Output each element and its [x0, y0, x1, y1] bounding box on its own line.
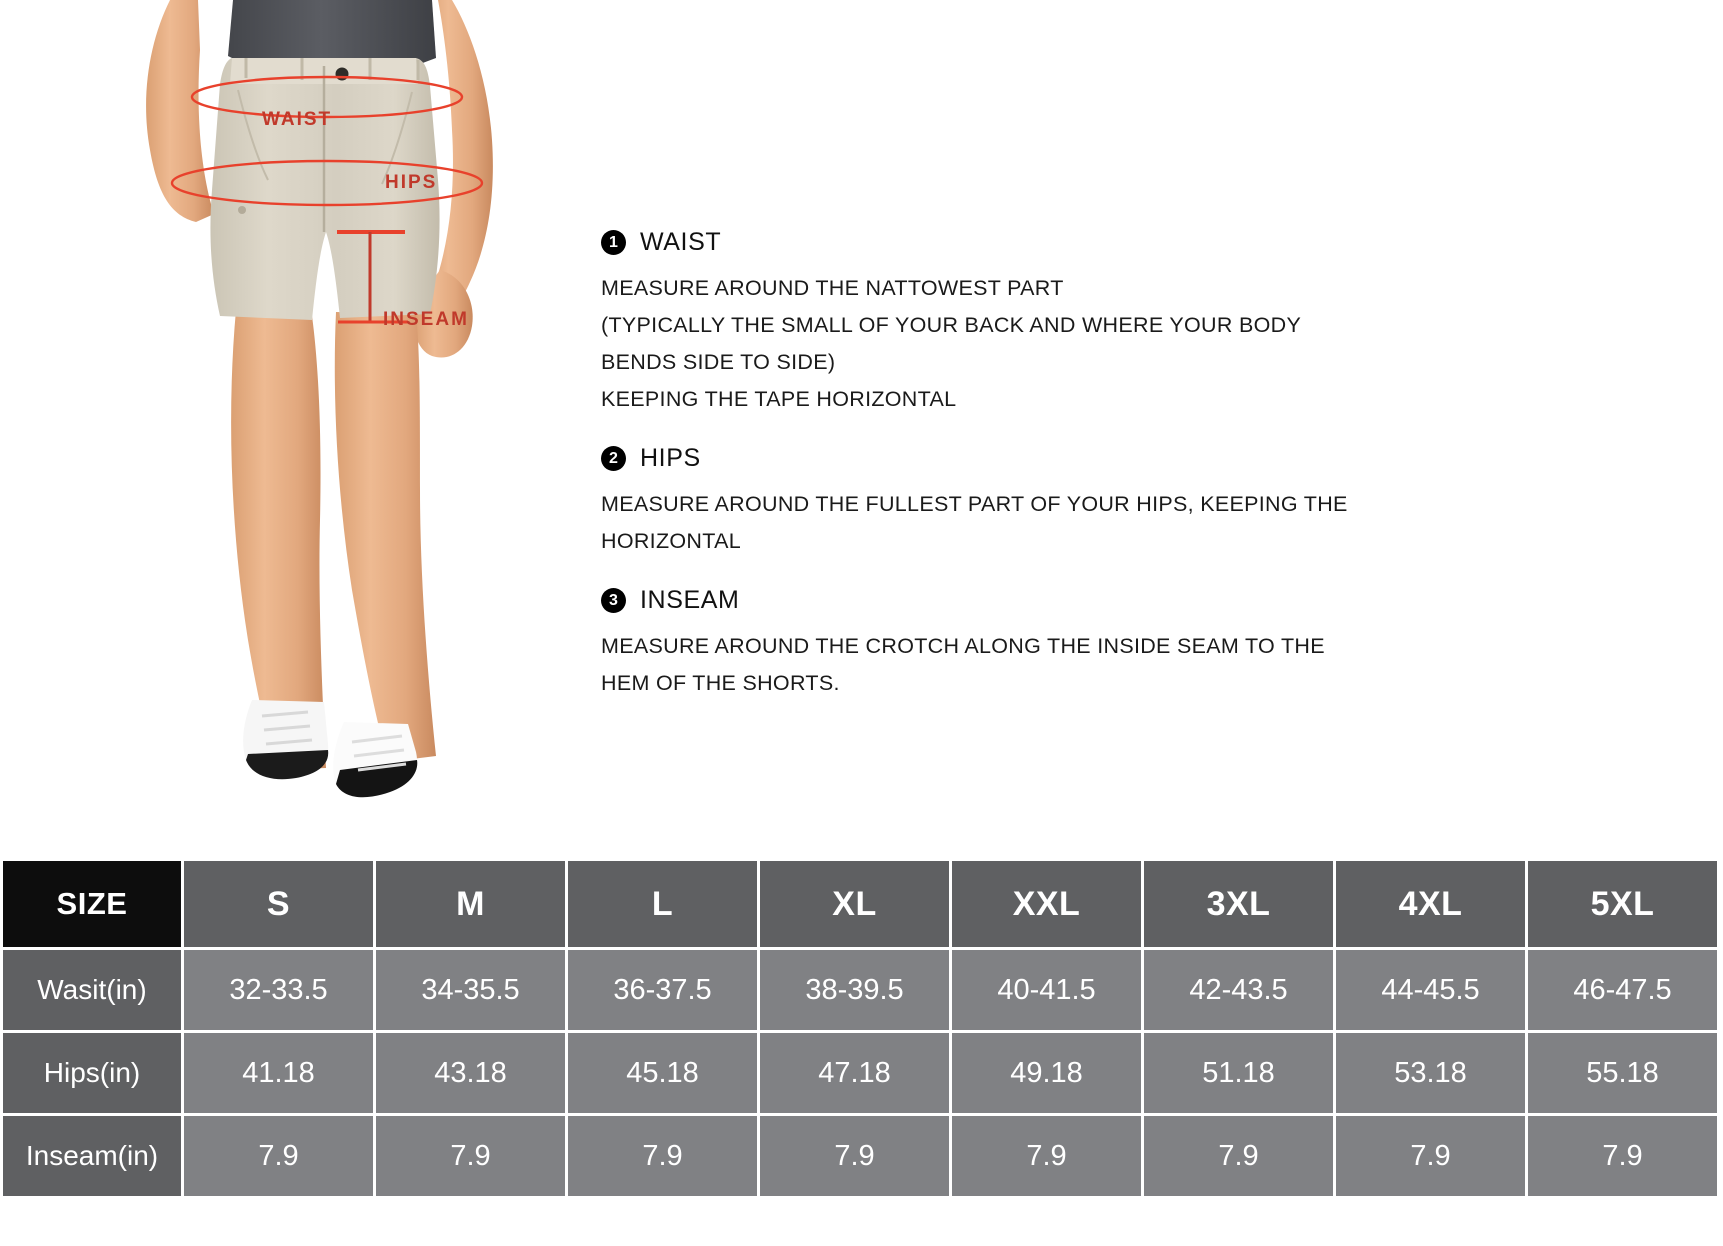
column-header-xxl: XXL: [952, 861, 1141, 947]
number-badge-3: 3: [601, 588, 626, 613]
column-header-xl: XL: [760, 861, 949, 947]
column-header-5xl: 5XL: [1528, 861, 1717, 947]
instruction-line: MEASURE AROUND THE NATTOWEST PART: [601, 276, 1064, 300]
cell-waist-s: 32-33.5: [184, 950, 373, 1030]
cell-waist-l: 36-37.5: [568, 950, 757, 1030]
right-leg: [334, 312, 436, 762]
column-header-m: M: [376, 861, 565, 947]
right-shoe: [333, 722, 418, 798]
left-arm: [146, 0, 214, 222]
left-shoe: [243, 700, 329, 780]
cell-inseam-xxl: 7.9: [952, 1116, 1141, 1196]
hips-measure-ellipse: [170, 159, 484, 207]
instruction-line: MEASURE AROUND THE CROTCH ALONG THE INSI…: [601, 634, 1325, 658]
cell-waist-5xl: 46-47.5: [1528, 950, 1717, 1030]
table-row: Wasit(in) 32-33.5 34-35.5 36-37.5 38-39.…: [3, 950, 1717, 1030]
right-pocket-seam: [381, 91, 413, 185]
right-arm: [424, 0, 493, 326]
cell-hips-3xl: 51.18: [1144, 1033, 1333, 1113]
instruction-heading-inseam: 3 INSEAM: [601, 586, 1401, 615]
cell-hips-4xl: 53.18: [1336, 1033, 1525, 1113]
cell-waist-m: 34-35.5: [376, 950, 565, 1030]
column-header-s: S: [184, 861, 373, 947]
column-header-l: L: [568, 861, 757, 947]
cell-waist-4xl: 44-45.5: [1336, 950, 1525, 1030]
instruction-line: KEEPING THE TAPE HORIZONTAL: [601, 387, 957, 411]
cell-inseam-4xl: 7.9: [1336, 1116, 1525, 1196]
instruction-line: (TYPICALLY THE SMALL OF YOUR BACK AND WH…: [601, 313, 1302, 337]
cell-hips-xl: 47.18: [760, 1033, 949, 1113]
cell-hips-s: 41.18: [184, 1033, 373, 1113]
instruction-title-waist: WAIST: [640, 228, 722, 256]
table-corner-size-label: SIZE: [3, 861, 181, 947]
table-row: Inseam(in) 7.9 7.9 7.9 7.9 7.9 7.9 7.9 7…: [3, 1116, 1717, 1196]
table-header-row: SIZE S M L XL XXL 3XL 4XL 5XL: [3, 861, 1717, 947]
side-pocket-snap: [238, 206, 246, 214]
instruction-heading-waist: 1 WAIST: [601, 228, 1401, 257]
measurement-instructions: 1 WAIST MEASURE AROUND THE NATTOWEST PAR…: [601, 228, 1401, 702]
number-badge-1: 1: [601, 230, 626, 255]
shirt: [228, 0, 436, 64]
inseam-annotation-label: INSEAM: [383, 309, 469, 330]
cell-inseam-xl: 7.9: [760, 1116, 949, 1196]
hips-annotation-label: HIPS: [385, 172, 437, 193]
number-badge-2: 2: [601, 446, 626, 471]
waist-annotation-label: WAIST: [262, 109, 332, 130]
instruction-heading-hips: 2 HIPS: [601, 444, 1401, 473]
instruction-title-hips: HIPS: [640, 444, 701, 472]
instruction-title-inseam: INSEAM: [640, 586, 740, 614]
cell-hips-xxl: 49.18: [952, 1033, 1141, 1113]
belt-loops: [244, 58, 420, 80]
left-pocket-seam: [237, 89, 269, 181]
waist-measure-ellipse: [190, 75, 464, 119]
instruction-line: MEASURE AROUND THE FULLEST PART OF YOUR …: [601, 492, 1348, 516]
instruction-block-waist: 1 WAIST MEASURE AROUND THE NATTOWEST PAR…: [601, 228, 1401, 418]
cell-hips-l: 45.18: [568, 1033, 757, 1113]
column-header-4xl: 4XL: [1336, 861, 1525, 947]
cell-waist-3xl: 42-43.5: [1144, 950, 1333, 1030]
cell-inseam-m: 7.9: [376, 1116, 565, 1196]
instruction-line: BENDS SIDE TO SIDE): [601, 350, 836, 374]
cell-hips-5xl: 55.18: [1528, 1033, 1717, 1113]
table-row: Hips(in) 41.18 43.18 45.18 47.18 49.18 5…: [3, 1033, 1717, 1113]
size-chart-table: SIZE S M L XL XXL 3XL 4XL 5XL Wasit(in) …: [0, 858, 1720, 1199]
row-label-waist: Wasit(in): [3, 950, 181, 1030]
cell-hips-m: 43.18: [376, 1033, 565, 1113]
left-leg: [231, 310, 326, 770]
cell-inseam-s: 7.9: [184, 1116, 373, 1196]
cell-waist-xl: 38-39.5: [760, 950, 949, 1030]
instruction-line: HEM OF THE SHORTS.: [601, 671, 840, 695]
model-graphic: WAIST HIPS INSEAM: [146, 0, 493, 798]
row-label-hips: Hips(in): [3, 1033, 181, 1113]
cell-waist-xxl: 40-41.5: [952, 950, 1141, 1030]
model-illustration: WAIST HIPS INSEAM: [0, 0, 580, 800]
instruction-block-inseam: 3 INSEAM MEASURE AROUND THE CROTCH ALONG…: [601, 586, 1401, 702]
column-header-3xl: 3XL: [1144, 861, 1333, 947]
cell-inseam-3xl: 7.9: [1144, 1116, 1333, 1196]
cell-inseam-5xl: 7.9: [1528, 1116, 1717, 1196]
row-label-inseam: Inseam(in): [3, 1116, 181, 1196]
button: [335, 67, 349, 81]
instruction-line: HORIZONTAL: [601, 529, 741, 553]
instruction-block-hips: 2 HIPS MEASURE AROUND THE FULLEST PART O…: [601, 444, 1401, 560]
cell-inseam-l: 7.9: [568, 1116, 757, 1196]
